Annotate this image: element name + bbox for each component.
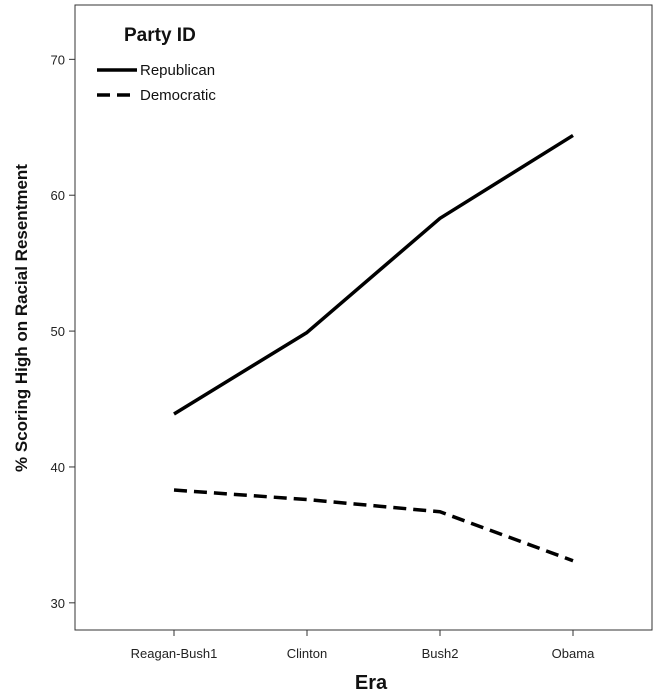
- y-tick-label: 40: [51, 460, 65, 475]
- x-tick-label: Clinton: [287, 646, 327, 661]
- y-tick-label: 60: [51, 188, 65, 203]
- x-tick-label: Reagan-Bush1: [131, 646, 218, 661]
- series-line-republican: [173, 133, 574, 416]
- legend-label-republican: Republican: [140, 62, 215, 79]
- x-tick-label: Obama: [552, 646, 595, 661]
- x-axis: Reagan-Bush1 Clinton Bush2 Obama: [131, 630, 595, 661]
- y-tick-label: 70: [51, 52, 65, 67]
- x-tick-label: Bush2: [422, 646, 459, 661]
- series-layer: [173, 133, 574, 563]
- x-axis-title: Era: [355, 672, 388, 694]
- legend-title: Party ID: [124, 25, 196, 46]
- y-tick-label: 50: [51, 324, 65, 339]
- legend: Party ID Republican Democratic: [97, 25, 216, 104]
- y-tick-label: 30: [51, 596, 65, 611]
- legend-label-democratic: Democratic: [140, 87, 216, 104]
- series-line-democratic: [173, 488, 574, 563]
- y-axis-title: % Scoring High on Racial Resentment: [12, 164, 31, 472]
- y-axis: 30 40 50 60 70: [51, 52, 75, 611]
- plot-frame: [74, 4, 653, 631]
